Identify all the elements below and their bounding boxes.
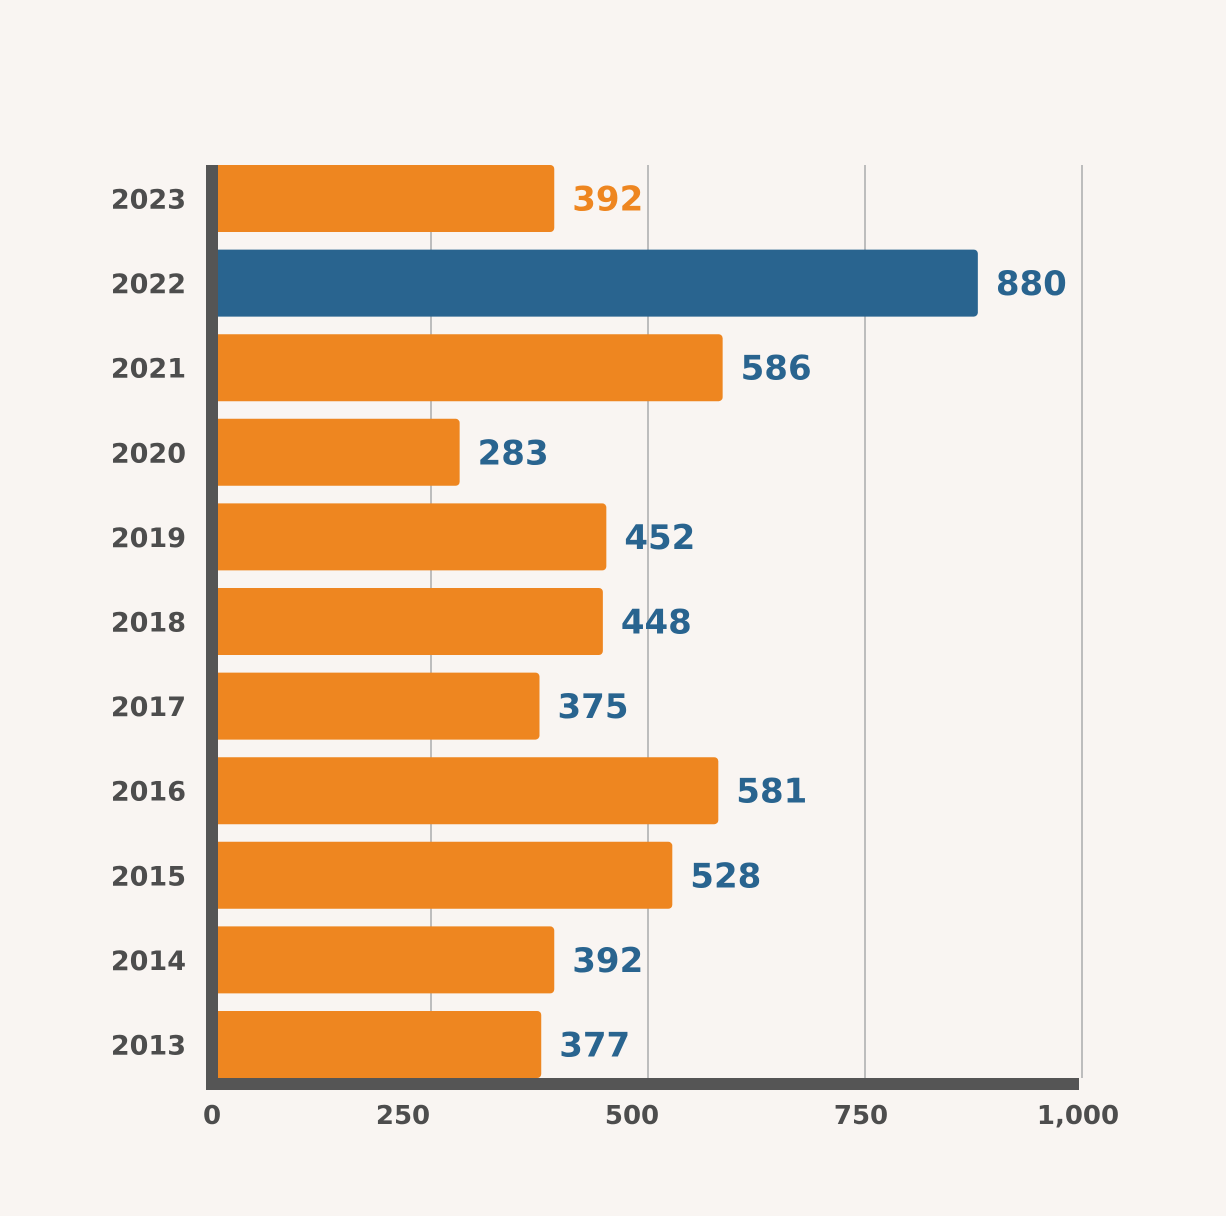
value-label-2013: 377 (559, 1026, 630, 1066)
bar-2020 (208, 418, 460, 486)
bar-2014 (208, 926, 555, 994)
bar-2013 (208, 1011, 542, 1078)
bar-2016 (208, 757, 719, 825)
value-label-2020: 283 (478, 433, 549, 473)
value-label-2021: 586 (741, 349, 812, 389)
bar-2015 (208, 841, 673, 909)
x-tick-label-750: 750 (834, 1101, 888, 1131)
value-label-2019: 452 (624, 518, 695, 558)
category-label-2021: 2021 (111, 354, 186, 385)
category-label-2017: 2017 (111, 692, 186, 723)
value-label-2014: 392 (572, 941, 643, 981)
value-label-2022: 880 (996, 264, 1067, 304)
bar-2017 (208, 672, 540, 740)
category-label-2013: 2013 (111, 1031, 186, 1062)
x-tick-label-500: 500 (605, 1101, 659, 1131)
x-tick-labels: 0 250 500 750 1,000 (203, 1101, 1119, 1131)
category-label-2022: 2022 (111, 269, 186, 300)
bar-2018 (208, 588, 603, 655)
bar-2022 (208, 249, 978, 317)
category-label-2015: 2015 (111, 861, 186, 892)
value-label-2017: 375 (558, 687, 629, 727)
category-label-2023: 2023 (111, 185, 186, 216)
category-label-2014: 2014 (111, 946, 186, 977)
category-labels: 2023 2022 2021 2020 2019 2018 2017 2016 2015 2014… (111, 185, 186, 1062)
category-label-2016: 2016 (111, 777, 186, 808)
axes (206, 165, 1079, 1090)
category-label-2020: 2020 (111, 438, 186, 469)
bars (208, 165, 978, 1078)
value-labels: 392 880 586 283 452 448 375 581 528 392 377 (478, 180, 1067, 1066)
value-label-2015: 528 (690, 856, 761, 896)
value-label-2018: 448 (621, 603, 692, 643)
y-axis-line (206, 165, 218, 1090)
value-label-2023: 392 (572, 180, 643, 220)
category-label-2019: 2019 (111, 523, 186, 554)
x-tick-label-1000: 1,000 (1037, 1101, 1119, 1131)
x-tick-label-250: 250 (376, 1101, 430, 1131)
bar-2023 (208, 165, 555, 232)
x-axis-line (206, 1078, 1079, 1090)
value-label-2016: 581 (736, 772, 807, 812)
x-tick-label-0: 0 (203, 1101, 221, 1131)
bar-2019 (208, 503, 607, 571)
category-label-2018: 2018 (111, 608, 186, 639)
bar-2021 (208, 334, 723, 402)
